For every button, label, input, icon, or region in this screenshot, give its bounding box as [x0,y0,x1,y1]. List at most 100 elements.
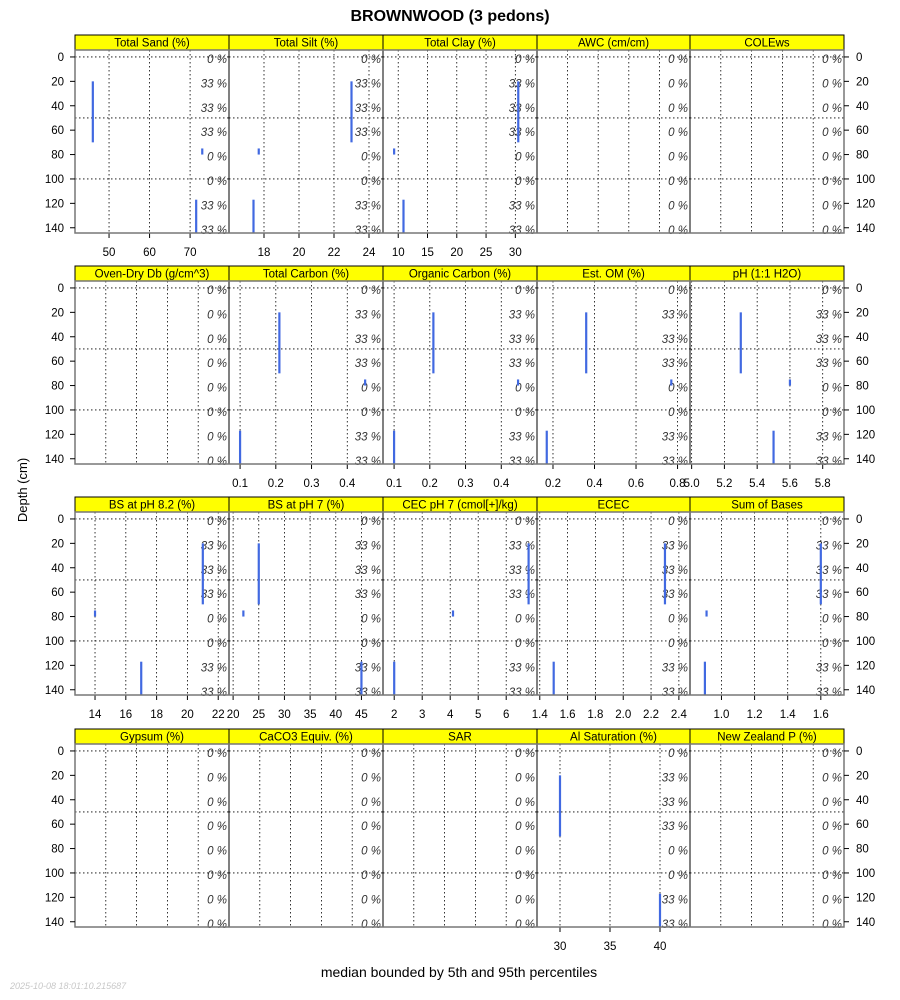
percent-label: 33 % [816,431,842,443]
panel-19: New Zealand P (%) 0 % 0 % 0 % 0 % 0 % 0 % 0 % 0 … [689,728,845,931]
percent-label: 33 % [355,456,381,468]
panel-title: COLEws [744,38,790,50]
y-tick-label-right: 20 [856,76,869,88]
y-tick-label-right: 80 [856,844,869,856]
segments [393,81,520,233]
y-tick-label-right: 40 [856,563,869,575]
percent-label: 0 % [361,285,381,297]
panel-18: Al Saturation (%) 0 % 33 % 33 % 33 % 0 % 0 % 33… [536,728,691,953]
percent-label: 0 % [668,614,688,626]
x-tick-label: 2.2 [643,709,659,721]
x-tick-label: 1.8 [587,709,603,721]
x-tick-label: 30 [509,247,522,259]
segments [91,81,204,233]
percent-label: 0 % [361,772,381,784]
x-tick-label: 3 [419,709,425,721]
panel-9: pH (1:1 H2O) 0 % 33 % 33 % 33 % 0 % 0 % 33 % 33 … [684,265,845,490]
percent-label: 0 % [822,797,842,809]
percent-label: 33 % [355,78,381,90]
panel-title: Total Clay (%) [424,38,496,50]
x-tick-label: 1.6 [560,709,576,721]
percent-label: 0 % [207,894,227,906]
x-tick-label: 0.3 [304,478,320,490]
percent-label: 33 % [355,431,381,443]
percent-label: 0 % [207,797,227,809]
y-tick-label-left: 100 [45,868,64,880]
x-tick-label: 1.2 [747,709,763,721]
percent-label: 0 % [207,870,227,882]
panel-5: Oven-Dry Db (g/cm^3) 0 % 0 % 0 % 0 % 0 % 0 % 0 … [74,265,230,468]
x-tick-label: 2 [391,709,397,721]
x-tick-label: 0.8 [670,478,686,490]
panel-title: CaCO3 Equiv. (%) [259,732,353,744]
panel-title: Total Sand (%) [114,38,190,50]
percent-label: 33 % [355,589,381,601]
percent-label: 33 % [662,894,688,906]
panel-frame [382,743,538,928]
percent-label: 33 % [355,225,381,237]
x-tick-label: 70 [184,247,197,259]
panel-2: Total Clay (%) 0 % 33 % 33 % 33 % 0 % 0 % 33 % 3… [382,34,538,259]
x-tick-label: 6 [503,709,509,721]
percent-label: 33 % [201,225,227,237]
y-tick-label-left: 0 [58,514,64,526]
panel-title: Total Silt (%) [274,38,339,50]
percent-label: 0 % [207,638,227,650]
percent-label: 0 % [668,638,688,650]
percent-label: 0 % [207,821,227,833]
y-tick-label-right: 40 [856,101,869,113]
percent-label: 33 % [201,662,227,674]
x-tick-label: 0.2 [422,478,438,490]
percent-label: 0 % [207,334,227,346]
segments [242,543,363,695]
percent-label: 33 % [509,225,535,237]
panel-frame [228,743,384,928]
percent-label: 33 % [201,589,227,601]
x-tick-label: 30 [278,709,291,721]
percent-label: 0 % [207,919,227,931]
percent-label: 0 % [515,748,535,760]
percent-label: 0 % [668,103,688,115]
y-tick-label-right: 0 [856,283,862,295]
y-tick-label-right: 0 [856,52,862,64]
percent-label: 0 % [822,78,842,90]
percent-label: 0 % [515,846,535,858]
x-tick-label: 30 [554,941,567,953]
percent-label: 33 % [662,772,688,784]
percent-label: 0 % [822,638,842,650]
y-tick-label-right: 140 [856,685,875,697]
y-tick-label-left: 140 [45,685,64,697]
percent-label: 0 % [822,870,842,882]
percent-label: 0 % [668,516,688,528]
percent-label: 0 % [361,748,381,760]
row-frame [74,511,845,696]
panel-14: Sum of Bases 0 % 33 % 33 % 33 % 0 % 0 % 33 % 33 … [689,496,845,721]
segments [93,543,204,695]
percent-label: 0 % [668,78,688,90]
percent-label: 0 % [361,894,381,906]
panel-title: AWC (cm/cm) [578,38,649,50]
percent-label: 33 % [355,687,381,699]
x-tick-label: 25 [252,709,265,721]
panel-0: Total Sand (%) 0 % 33 % 33 % 33 % 0 % 0 % 33 % 3… [74,34,230,259]
percent-label: 33 % [509,565,535,577]
y-tick-label-right: 80 [856,381,869,393]
percent-label: 33 % [201,78,227,90]
percent-label: 0 % [515,383,535,395]
panel-10: BS at pH 8.2 (%) 0 % 33 % 33 % 33 % 0 % 0 % 33 … [74,496,230,721]
percent-label: 0 % [822,614,842,626]
chart-title: BROWNWOOD (3 pedons) [350,8,549,25]
percent-label: 0 % [822,152,842,164]
panel-title: CEC pH 7 (cmol[+]/kg) [402,500,518,512]
percent-label: 33 % [355,334,381,346]
percent-label: 0 % [668,870,688,882]
percent-label: 33 % [662,821,688,833]
percent-label: 0 % [515,152,535,164]
percent-label: 0 % [361,54,381,66]
percent-label: 0 % [668,152,688,164]
percent-label: 0 % [361,407,381,419]
y-tick-label-left: 20 [51,76,64,88]
x-tick-label: 2.4 [671,709,688,721]
percent-label: 33 % [355,127,381,139]
percent-label: 33 % [662,334,688,346]
